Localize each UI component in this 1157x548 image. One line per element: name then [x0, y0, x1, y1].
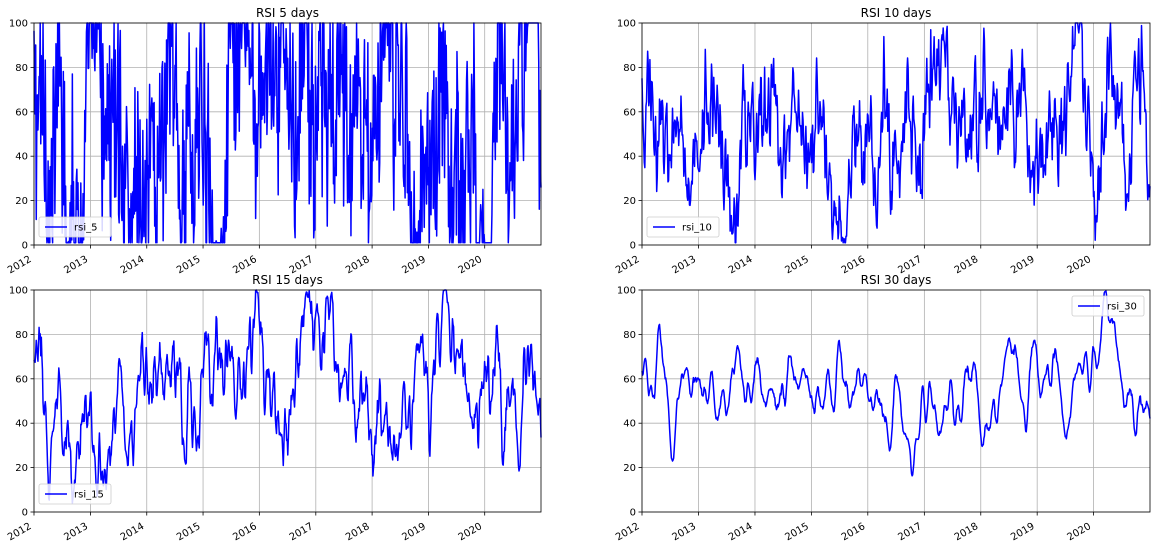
x-tick-label: 2018	[344, 521, 372, 543]
series-line-rsi_5	[33, 22, 542, 244]
y-tick-label: 80	[623, 330, 636, 341]
x-tick-label: 2019	[1009, 521, 1037, 543]
y-tick-label: 40	[623, 152, 636, 163]
legend-label: rsi_5	[74, 223, 97, 234]
chart-title: RSI 5 days	[256, 6, 319, 20]
x-tick-label: 2012	[6, 254, 34, 276]
chart-title: RSI 15 days	[252, 273, 323, 287]
x-tick-label: 2020	[457, 254, 485, 276]
y-tick-label: 100	[9, 19, 28, 30]
y-tick-label: 100	[9, 286, 28, 297]
x-tick-label: 2014	[119, 521, 147, 543]
x-tick-label: 2020	[1066, 254, 1094, 276]
x-tick-label: 2012	[6, 521, 34, 543]
x-tick-label: 2019	[400, 254, 428, 276]
legend-label: rsi_30	[1107, 302, 1137, 313]
x-tick-label: 2018	[953, 254, 981, 276]
legend-box	[1071, 295, 1145, 317]
x-tick-label: 2012	[614, 521, 642, 543]
axes-frame	[641, 22, 1151, 246]
legend: rsi_15	[38, 483, 112, 505]
chart-title: RSI 10 days	[861, 6, 932, 20]
series-line-rsi_15	[33, 289, 542, 504]
y-tick-label: 80	[15, 63, 28, 74]
chart-rsi_30: 0 20 40 60 80 100 2012 2013 2014 2015 2016 2017 2018…	[614, 273, 1151, 543]
x-tick-label: 2014	[119, 254, 147, 276]
chart-rsi_15: 0 20 40 60 80 100 2012 2013 2014 2015 2016 2017 2018…	[6, 273, 542, 543]
x-tick-label: 2013	[62, 521, 90, 543]
series-line-rsi_30	[641, 290, 1151, 477]
legend: rsi_10	[646, 216, 720, 238]
series-line-rsi_10	[641, 22, 1151, 244]
legend: rsi_30	[1071, 295, 1145, 317]
x-tick-label: 2014	[727, 521, 755, 543]
x-tick-label: 2013	[671, 254, 699, 276]
legend-label: rsi_15	[74, 490, 104, 501]
x-tick-label: 2016	[840, 521, 868, 543]
legend: rsi_5	[38, 216, 112, 238]
y-tick-label: 0	[630, 241, 636, 252]
x-tick-label: 2015	[175, 521, 203, 543]
y-tick-label: 40	[623, 419, 636, 430]
y-tick-label: 0	[630, 508, 636, 519]
y-tick-label: 20	[15, 196, 28, 207]
x-tick-label: 2014	[727, 254, 755, 276]
x-tick-label: 2016	[231, 521, 259, 543]
legend-box	[646, 216, 720, 238]
axes-frame	[33, 289, 542, 513]
x-tick-label: 2015	[783, 521, 811, 543]
y-tick-label: 20	[623, 463, 636, 474]
y-tick-label: 40	[15, 152, 28, 163]
x-tick-label: 2018	[344, 254, 372, 276]
x-tick-label: 2020	[1066, 521, 1094, 543]
y-tick-label: 100	[617, 19, 636, 30]
x-tick-label: 2019	[1009, 254, 1037, 276]
y-tick-label: 20	[15, 463, 28, 474]
y-tick-label: 0	[22, 241, 28, 252]
axes-frame	[33, 22, 542, 246]
y-tick-label: 60	[623, 374, 636, 385]
y-tick-label: 60	[623, 107, 636, 118]
x-tick-label: 2017	[288, 521, 316, 543]
y-tick-label: 60	[15, 107, 28, 118]
y-tick-label: 40	[15, 419, 28, 430]
x-tick-label: 2012	[614, 254, 642, 276]
x-tick-label: 2013	[671, 521, 699, 543]
legend-label: rsi_10	[682, 223, 712, 234]
x-tick-label: 2015	[175, 254, 203, 276]
y-tick-label: 20	[623, 196, 636, 207]
x-tick-label: 2020	[457, 521, 485, 543]
y-tick-label: 60	[15, 374, 28, 385]
x-tick-label: 2013	[62, 254, 90, 276]
x-tick-label: 2018	[953, 521, 981, 543]
y-tick-label: 0	[22, 508, 28, 519]
legend-box	[38, 216, 112, 238]
x-tick-label: 2019	[400, 521, 428, 543]
x-tick-label: 2017	[896, 521, 924, 543]
y-tick-label: 80	[15, 330, 28, 341]
chart-title: RSI 30 days	[861, 273, 932, 287]
x-tick-label: 2015	[783, 254, 811, 276]
y-tick-label: 80	[623, 63, 636, 74]
y-tick-label: 100	[617, 286, 636, 297]
axes-frame	[641, 289, 1151, 513]
legend-box	[38, 483, 112, 505]
